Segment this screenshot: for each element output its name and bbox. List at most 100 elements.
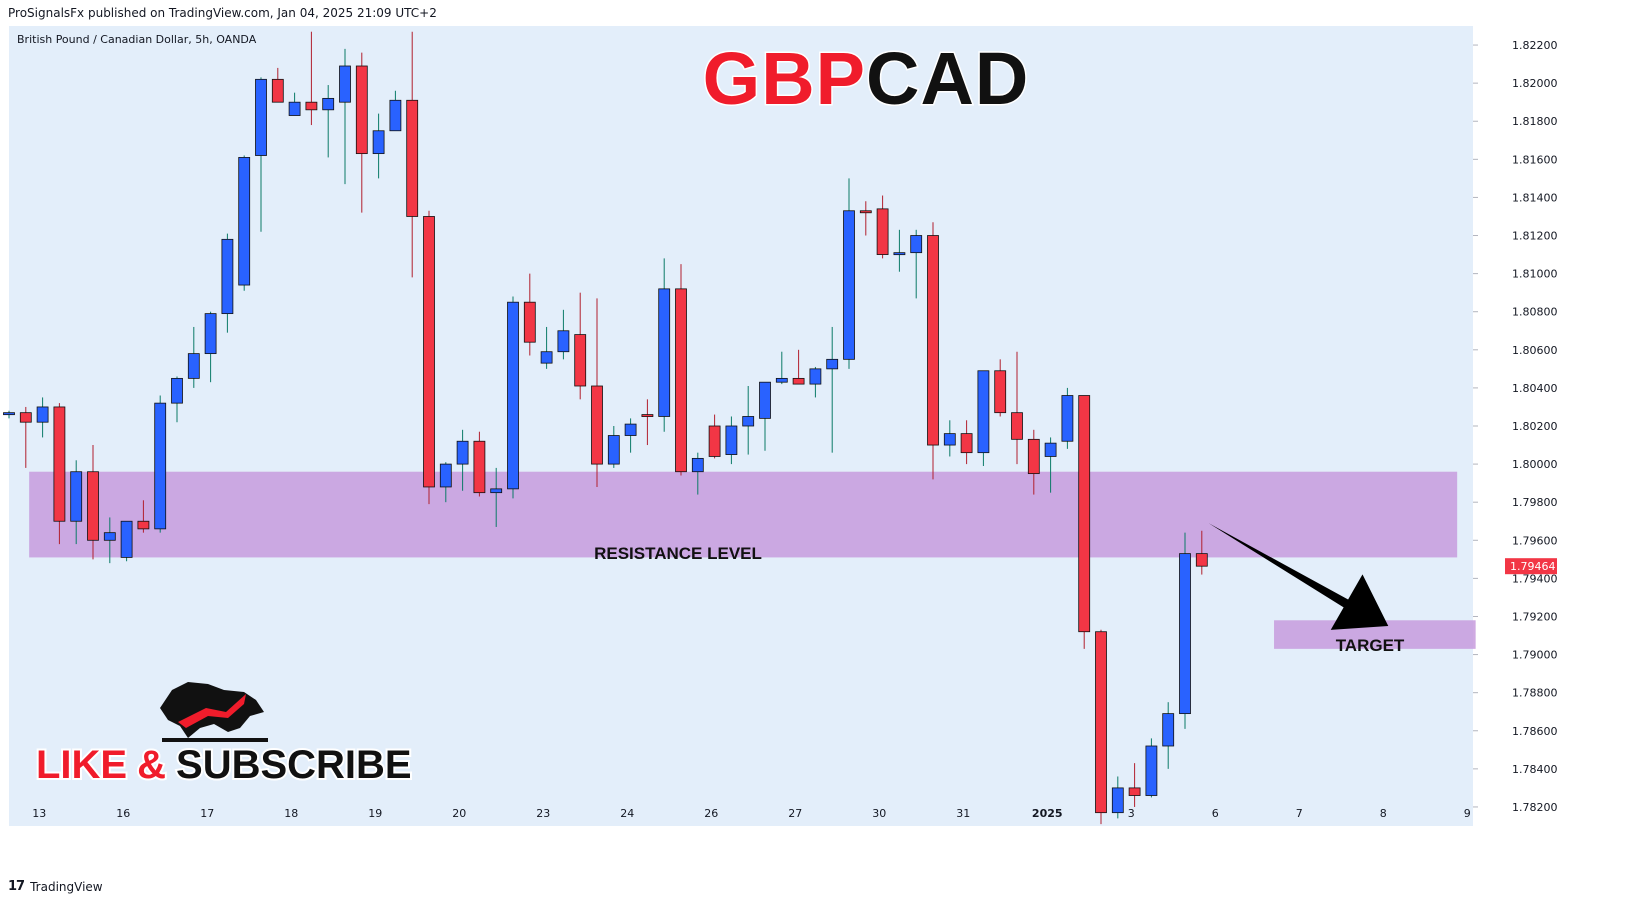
- candle-body: [1078, 395, 1091, 633]
- candle-body: [3, 412, 15, 416]
- resistance-level-label: RESISTANCE LEVEL: [594, 544, 762, 563]
- time-tick-label: 18: [284, 807, 298, 820]
- candle-body: [154, 402, 167, 530]
- candle-body: [775, 377, 788, 383]
- target-label: TARGET: [1336, 636, 1405, 655]
- swoosh-icon: [178, 694, 246, 728]
- plot-background: [9, 26, 1473, 826]
- candle-body: [87, 471, 99, 541]
- candle-body: [557, 330, 570, 353]
- price-tick-label: 1.82200: [1512, 39, 1558, 52]
- candle-body: [759, 381, 771, 419]
- candle-body: [1195, 553, 1208, 567]
- candle-body: [792, 377, 805, 385]
- price-tick-label: 1.78200: [1512, 801, 1558, 814]
- price-tick-label: 1.81000: [1512, 268, 1558, 281]
- time-tick-label: 2025: [1032, 807, 1063, 820]
- candle-body: [809, 368, 822, 385]
- candle-body: [994, 370, 1007, 414]
- candle-body: [1044, 442, 1057, 457]
- candle-body: [1128, 787, 1141, 796]
- candle-body: [490, 488, 503, 494]
- candle-body: [322, 97, 335, 111]
- price-tick-label: 1.80400: [1512, 382, 1558, 395]
- candle-body: [473, 440, 486, 494]
- candle-body: [389, 99, 402, 132]
- candle-body: [927, 235, 939, 446]
- candle-body: [19, 412, 32, 423]
- price-tick-label: 1.78400: [1512, 763, 1558, 776]
- candle-body: [305, 101, 318, 111]
- candle-body: [204, 313, 217, 355]
- candle-body: [540, 351, 553, 364]
- like-subscribe-label: LIKE & SUBSCRIBE: [36, 743, 412, 787]
- candle-body: [1111, 787, 1124, 814]
- candle-body: [255, 78, 267, 156]
- price-tick-label: 1.80200: [1512, 420, 1558, 433]
- candle-body: [943, 433, 956, 446]
- candle-body: [120, 520, 133, 558]
- time-tick-label: 23: [536, 807, 550, 820]
- candle-body: [624, 423, 637, 436]
- candle-body: [406, 99, 419, 217]
- time-tick-label: 20: [452, 807, 466, 820]
- candle-body: [1145, 745, 1158, 796]
- candle-body: [1095, 631, 1107, 814]
- time-tick-label: 3: [1128, 807, 1135, 820]
- price-tick-label: 1.79200: [1512, 610, 1558, 623]
- candle-body: [507, 301, 519, 490]
- candle-body: [1061, 395, 1074, 442]
- footer-brand: TradingView: [30, 879, 103, 894]
- candle-body: [708, 425, 721, 457]
- candle-body: [238, 157, 251, 286]
- candle-body: [103, 532, 116, 541]
- candle-body: [523, 301, 536, 343]
- time-tick-label: 9: [1464, 807, 1471, 820]
- candle-body: [36, 406, 49, 423]
- time-axis: 13 16 17 18 19 20 23 24 26 27 30 31 2025 3 6 7 8 9: [32, 807, 1471, 820]
- price-tick-label: 1.80600: [1512, 344, 1558, 357]
- candle-body: [691, 457, 704, 473]
- time-tick-label: 17: [200, 807, 214, 820]
- candle-body: [574, 334, 587, 387]
- price-axis: 1.82200 1.82000 1.81800 1.81600 1.81400 1.812…: [1473, 39, 1558, 814]
- candle-body: [70, 471, 83, 522]
- time-tick-label: 8: [1380, 807, 1387, 820]
- footer: 17 TradingView: [8, 879, 103, 894]
- candle-body: [1027, 438, 1040, 475]
- time-tick-label: 13: [32, 807, 46, 820]
- candle-body: [456, 440, 469, 465]
- candle-body: [288, 101, 301, 116]
- candle-body: [977, 370, 990, 454]
- resistance-zone: [29, 471, 1458, 558]
- candle-body: [591, 385, 603, 465]
- logo-underline: [162, 738, 268, 742]
- price-tick-label: 1.81400: [1512, 191, 1558, 204]
- subscribe-text: SUBSCRIBE: [176, 743, 412, 787]
- candle-body: [658, 288, 671, 417]
- candle-body: [187, 353, 200, 379]
- candle-body: [439, 463, 452, 488]
- time-tick-label: 30: [872, 807, 886, 820]
- down-arrow-icon: [1208, 523, 1389, 630]
- candle-body: [221, 238, 234, 315]
- price-tick-label: 1.79800: [1512, 496, 1558, 509]
- candle-body: [725, 425, 738, 455]
- candle-body: [1162, 713, 1175, 747]
- price-tick-label: 1.79400: [1512, 572, 1558, 585]
- candle-body: [271, 78, 284, 103]
- bull-logo: [160, 682, 268, 742]
- candle-body: [910, 235, 923, 254]
- price-tick-label: 1.79600: [1512, 534, 1558, 547]
- chart-title: GBPCAD: [703, 37, 1030, 120]
- title-gbp: GBP: [703, 37, 866, 120]
- time-tick-label: 26: [704, 807, 718, 820]
- time-tick-label: 24: [620, 807, 634, 820]
- like-text: LIKE: [36, 743, 127, 787]
- candle-body: [1179, 553, 1191, 715]
- price-tick-label: 1.79000: [1512, 649, 1558, 662]
- price-tick-label: 1.82000: [1512, 77, 1558, 90]
- candle-body: [876, 208, 889, 255]
- candle-body: [893, 252, 906, 256]
